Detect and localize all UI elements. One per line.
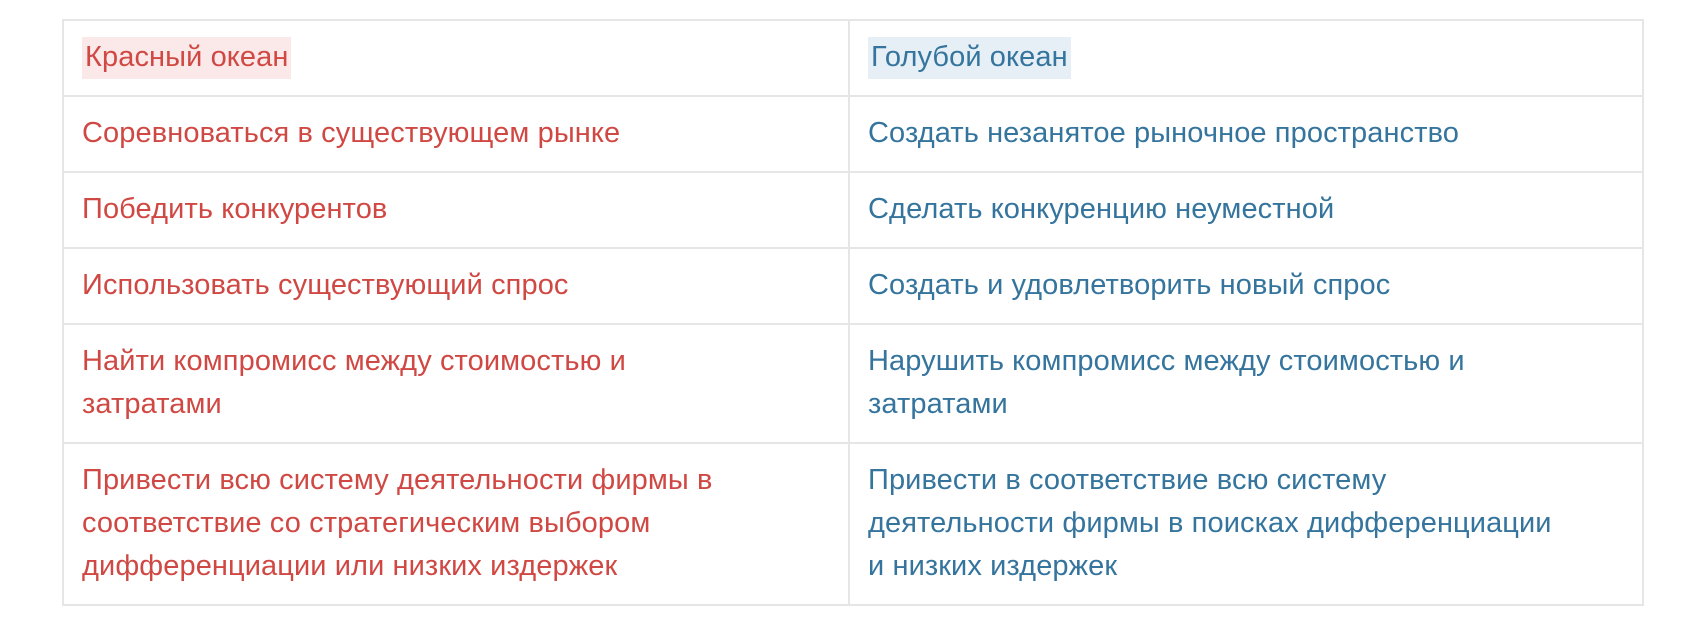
red-ocean-cell: Привести всю систему деятельности фирмы … bbox=[62, 442, 850, 606]
red-ocean-cell: Соревноваться в существующем рынке bbox=[62, 95, 850, 173]
red-blue-ocean-comparison-table: Красный океан Голубой океан Соревноватьс… bbox=[62, 19, 1644, 606]
blue-ocean-cell: Нарушить компромисс между стоимостью и з… bbox=[848, 323, 1644, 444]
blue-ocean-cell: Создать незанятое рыночное пространство bbox=[848, 95, 1644, 173]
table-row: Победить конкурентов Сделать конкуренцию… bbox=[62, 171, 1644, 249]
blue-ocean-cell: Привести в соответствие всю систему деят… bbox=[848, 442, 1644, 606]
table-row: Привести всю систему деятельности фирмы … bbox=[62, 442, 1644, 606]
table-row: Соревноваться в существующем рынке Созда… bbox=[62, 95, 1644, 173]
red-ocean-header-cell: Красный океан bbox=[62, 19, 850, 97]
blue-ocean-cell: Создать и удовлетворить новый спрос bbox=[848, 247, 1644, 325]
table-row: Найти компромисс между стоимостью и затр… bbox=[62, 323, 1644, 444]
red-ocean-cell: Использовать существующий спрос bbox=[62, 247, 850, 325]
red-ocean-cell: Победить конкурентов bbox=[62, 171, 850, 249]
red-ocean-header: Красный океан bbox=[82, 37, 292, 79]
table-header-row: Красный океан Голубой океан bbox=[62, 19, 1644, 97]
red-ocean-cell: Найти компромисс между стоимостью и затр… bbox=[62, 323, 850, 444]
blue-ocean-header-cell: Голубой океан bbox=[848, 19, 1644, 97]
table-row: Использовать существующий спрос Создать … bbox=[62, 247, 1644, 325]
blue-ocean-header: Голубой океан bbox=[868, 37, 1071, 79]
blue-ocean-cell: Сделать конкуренцию неуместной bbox=[848, 171, 1644, 249]
